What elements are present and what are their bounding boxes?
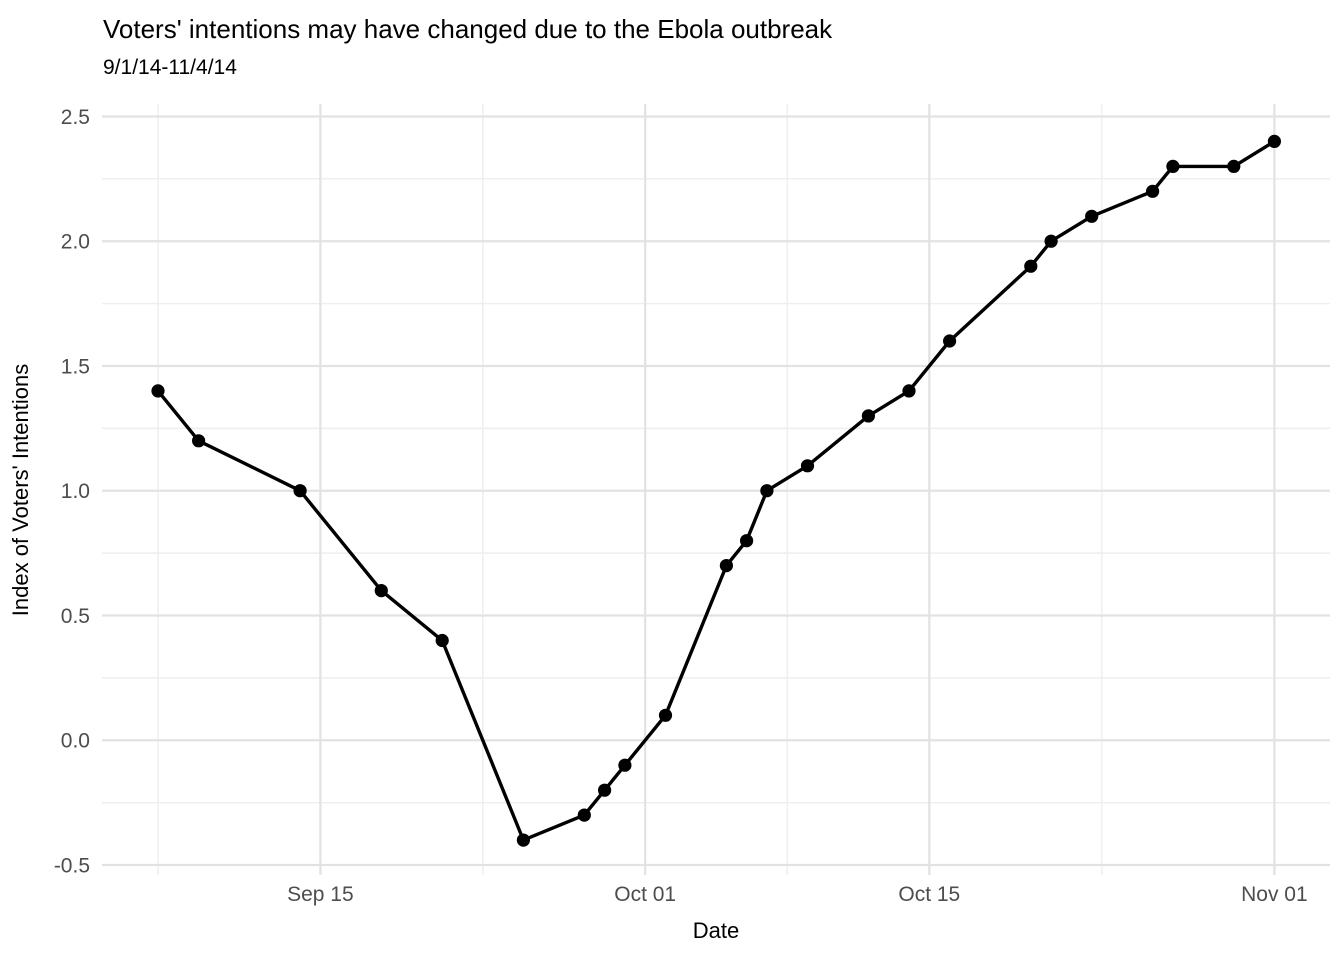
x-tick-label: Oct 01 [614, 883, 676, 906]
data-point [1166, 159, 1180, 173]
data-point [760, 484, 774, 498]
data-point [1227, 159, 1241, 173]
x-axis-tick-labels: Sep 15 Oct 01 Oct 15 Nov 01 [287, 883, 1308, 906]
series-line [156, 139, 1277, 842]
y-axis-title: Index of Voters' Intentions [8, 364, 33, 616]
minor-gridlines [102, 104, 1330, 875]
y-tick-label: -0.5 [54, 854, 90, 877]
data-point [1267, 134, 1281, 148]
data-point [1146, 184, 1160, 198]
data-point [192, 434, 206, 448]
data-series [151, 134, 1281, 847]
data-point [618, 758, 632, 772]
data-point [658, 708, 673, 722]
data-point [902, 384, 916, 398]
data-point [1085, 209, 1099, 223]
x-tick-label: Sep 15 [287, 883, 354, 906]
data-point [861, 409, 876, 423]
data-point [293, 484, 307, 498]
y-tick-label: 2.0 [61, 231, 90, 254]
data-point [943, 334, 957, 348]
y-tick-label: 1.0 [61, 480, 90, 503]
data-point [719, 559, 734, 573]
x-axis-title: Date [693, 918, 739, 943]
y-axis-tick-labels: -0.5 0.0 0.5 1.0 1.5 2.0 2.5 [54, 106, 90, 877]
data-point [577, 808, 591, 822]
y-tick-label: 0.5 [61, 605, 90, 628]
data-point [151, 384, 165, 398]
data-point [740, 534, 754, 548]
y-tick-label: 2.5 [61, 106, 90, 129]
chart-title: Voters' intentions may have changed due … [103, 14, 833, 44]
data-point [435, 633, 449, 648]
major-gridlines [102, 104, 1330, 875]
x-tick-label: Oct 15 [898, 883, 960, 906]
y-tick-label: 1.5 [61, 355, 90, 378]
data-point [1024, 259, 1038, 273]
data-point [1044, 234, 1058, 248]
data-point [800, 459, 815, 473]
data-point [374, 584, 388, 598]
y-tick-label: 0.0 [61, 730, 90, 753]
data-point [516, 833, 531, 847]
chart-subtitle: 9/1/14-11/4/14 [103, 56, 237, 79]
x-tick-label: Nov 01 [1241, 883, 1308, 906]
data-point [598, 783, 612, 797]
